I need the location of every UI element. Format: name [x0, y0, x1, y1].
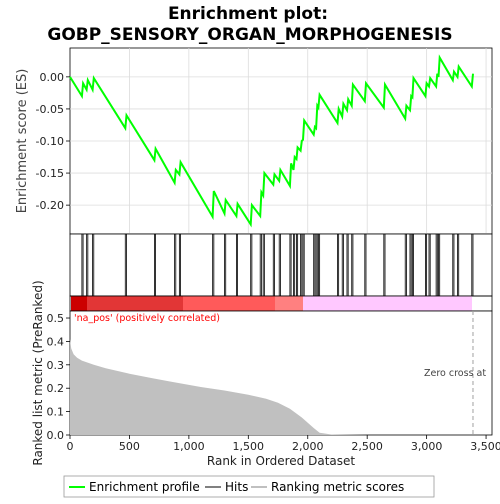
positive-correlation-label: 'na_pos' (positively correlated) — [74, 313, 220, 324]
es-y-axis-label: Enrichment score (ES) — [15, 69, 30, 214]
metric-y-tick-label: 0.2 — [47, 382, 65, 395]
gradient-segment-5 — [303, 296, 472, 311]
plot-title-line1: Enrichment plot: — [168, 4, 328, 24]
gradient-segment-1 — [71, 296, 87, 311]
metric-x-axis-label: Rank in Ordered Dataset — [207, 454, 355, 468]
metric-x-tick-label: 1,000 — [173, 440, 205, 453]
es-y-tick-label: -0.20 — [36, 199, 64, 212]
es-y-tick-label: 0.00 — [40, 71, 65, 84]
metric-y-tick-label: 0.0 — [47, 429, 65, 442]
metric-y-tick-label: 0.3 — [47, 359, 65, 372]
metric-y-tick-label: 0.5 — [47, 312, 65, 325]
gradient-segment-3 — [183, 296, 275, 311]
metric-x-tick-label: 0 — [67, 440, 74, 453]
metric-y-ticks: 0.0 0.1 0.2 0.3 0.4 0.5 — [47, 312, 71, 442]
es-y-tick-label: -0.10 — [36, 135, 64, 148]
gradient-segment-2 — [87, 296, 183, 311]
metric-x-tick-label: 2,000 — [292, 440, 324, 453]
gradient-segment-4 — [275, 296, 303, 311]
es-y-ticks: 0.00 -0.05 -0.10 -0.15 -0.20 — [36, 71, 70, 212]
legend-es-label: Enrichment profile — [89, 480, 200, 494]
metric-x-tick-label: 2,500 — [351, 440, 383, 453]
es-y-tick-label: -0.05 — [36, 103, 64, 116]
metric-y-axis-label: Ranked list metric (PreRanked) — [31, 280, 45, 465]
es-y-tick-label: -0.15 — [36, 167, 64, 180]
metric-x-tick-label: 500 — [119, 440, 140, 453]
plot-title-line2: GOBP_SENSORY_ORGAN_MORPHOGENESIS — [47, 25, 452, 45]
metric-x-tick-label: 3,000 — [411, 440, 443, 453]
metric-y-tick-label: 0.4 — [47, 335, 65, 348]
zero-cross-label: Zero cross at — [424, 368, 486, 379]
metric-x-tick-label: 1,500 — [233, 440, 265, 453]
metric-x-ticks: 0 500 1,000 1,500 2,000 2,500 3,000 3,500 — [67, 435, 500, 453]
ranking-gradient-bar — [70, 296, 492, 311]
metric-y-tick-label: 0.1 — [47, 406, 65, 419]
legend-hits-label: Hits — [225, 480, 248, 494]
legend-metric-label: Ranking metric scores — [271, 480, 404, 494]
legend: Enrichment profile Hits Ranking metric s… — [64, 476, 434, 497]
metric-x-tick-label: 3,500 — [470, 440, 500, 453]
